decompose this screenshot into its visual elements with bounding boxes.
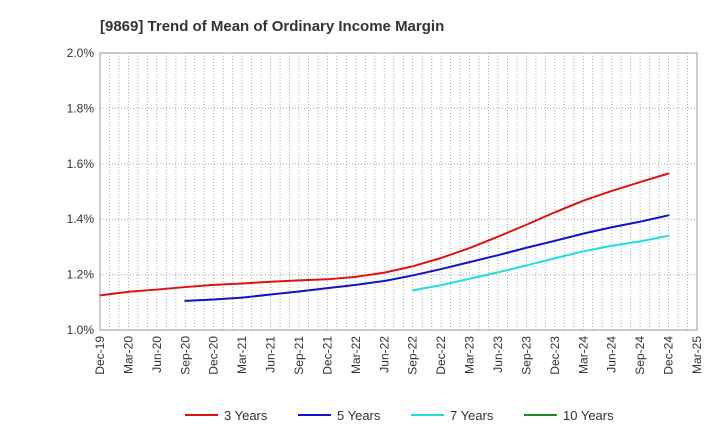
x-tick-label: Dec-22 <box>434 336 448 375</box>
series-layer <box>99 172 670 302</box>
x-tick-label: Sep-23 <box>519 336 533 375</box>
x-tick-label: Dec-20 <box>207 336 221 375</box>
grid <box>100 52 697 331</box>
legend-item: 7 Years <box>411 408 494 423</box>
plot-area-frame <box>99 52 698 331</box>
legend-label: 5 Years <box>337 408 381 423</box>
x-tick-label: Sep-22 <box>406 336 420 375</box>
legend-item: 3 Years <box>185 408 268 423</box>
legend-item: 10 Years <box>524 408 614 423</box>
legend: 3 Years 5 Years 7 Years 10 Years <box>185 408 614 423</box>
x-tick-label: Mar-25 <box>690 336 704 374</box>
x-tick-label: Sep-20 <box>178 336 192 375</box>
x-tick-label: Jun-23 <box>491 336 505 373</box>
y-tick-label: 1.2% <box>67 268 95 282</box>
y-axis: 1.0% 1.2% 1.4% 1.6% 1.8% 2.0% <box>67 46 95 337</box>
x-tick-label: Jun-21 <box>264 336 278 373</box>
y-tick-label: 1.4% <box>67 212 95 226</box>
y-tick-label: 1.0% <box>67 323 95 337</box>
x-tick-label: Jun-24 <box>605 336 619 373</box>
x-tick-label: Mar-22 <box>349 336 363 374</box>
x-tick-label: Jun-22 <box>377 336 391 373</box>
x-tick-label: Jun-20 <box>150 336 164 373</box>
x-tick-label: Sep-24 <box>633 336 647 375</box>
x-tick-label: Dec-21 <box>320 336 334 375</box>
x-tick-label: Mar-20 <box>121 336 135 374</box>
x-tick-label: Sep-21 <box>292 336 306 375</box>
x-tick-label: Dec-24 <box>662 336 676 375</box>
series-line-3-years <box>99 172 670 297</box>
legend-item: 5 Years <box>298 408 381 423</box>
y-tick-label: 1.6% <box>67 157 95 171</box>
chart-title: [9869] Trend of Mean of Ordinary Income … <box>100 18 444 35</box>
x-tick-label: Mar-24 <box>576 336 590 374</box>
series-line-5-years <box>184 214 670 302</box>
legend-label: 10 Years <box>563 408 614 423</box>
x-tick-label: Mar-21 <box>235 336 249 374</box>
x-tick-label: Mar-23 <box>463 336 477 374</box>
y-tick-label: 2.0% <box>67 46 95 60</box>
series-line-7-years <box>411 234 670 292</box>
legend-label: 7 Years <box>450 408 494 423</box>
legend-label: 3 Years <box>224 408 268 423</box>
x-axis: Dec-19 Mar-20 Jun-20 Sep-20 Dec-20 Mar-21 Jun-… <box>93 336 704 375</box>
x-tick-label: Dec-19 <box>93 336 107 375</box>
y-tick-label: 1.8% <box>67 101 95 115</box>
x-tick-label: Dec-23 <box>548 336 562 375</box>
